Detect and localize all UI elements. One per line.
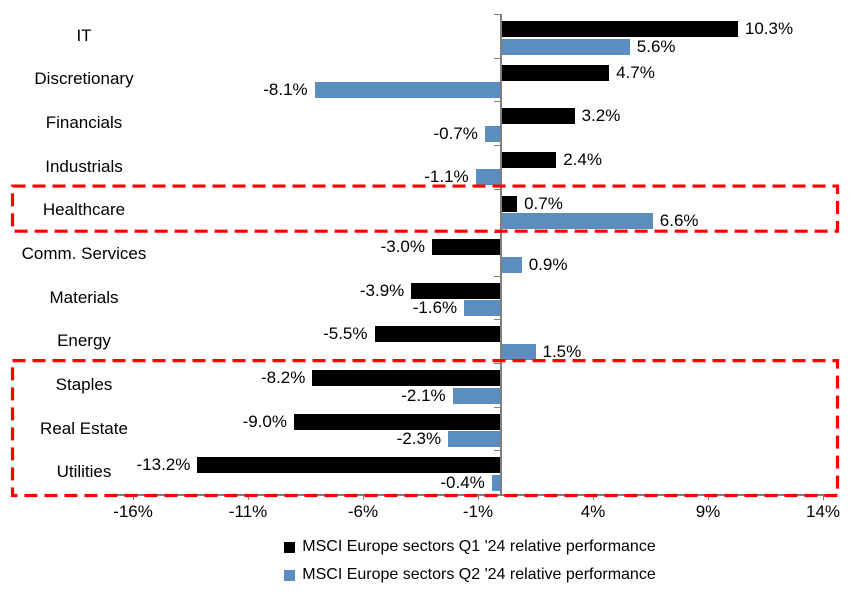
bar-value-label: -8.2% xyxy=(260,368,306,388)
bar-series2-healthcare xyxy=(501,213,653,230)
bar-value-label: 3.2% xyxy=(581,106,621,126)
x-axis-tick xyxy=(708,494,709,500)
bar-series1-discretionary xyxy=(501,64,610,81)
y-axis-tick xyxy=(494,450,502,452)
x-axis-tick xyxy=(363,494,364,500)
bar-value-label: -8.1% xyxy=(263,80,308,100)
bar-series2-financials xyxy=(484,125,501,142)
bar-series2-industrials xyxy=(475,169,501,186)
bar-value-label: 0.7% xyxy=(524,193,563,213)
category-label: Real Estate xyxy=(40,418,128,438)
category-label: Staples xyxy=(55,374,113,394)
category-label: Materials xyxy=(49,287,119,307)
bar-value-label: -2.1% xyxy=(401,385,446,405)
y-axis-tick xyxy=(494,14,502,15)
x-axis-tick-label: 4% xyxy=(580,502,606,521)
x-axis-tick-label: 14% xyxy=(805,502,841,521)
y-axis-tick xyxy=(494,406,502,408)
bar-value-label: -13.2% xyxy=(136,455,191,475)
bar-series1-healthcare xyxy=(501,195,518,212)
legend-label-q2: MSCI Europe sectors Q2 '24 relative perf… xyxy=(302,566,656,583)
bar-series1-materials xyxy=(411,282,501,299)
bar-value-label: 4.7% xyxy=(616,62,655,82)
y-axis-tick xyxy=(494,188,502,190)
bar-series2-discretionary xyxy=(314,82,501,99)
category-label: IT xyxy=(76,25,92,45)
y-axis-tick xyxy=(494,101,502,103)
bar-value-label: -1.1% xyxy=(424,167,469,187)
y-axis-tick xyxy=(494,494,502,495)
bar-value-label: -1.6% xyxy=(412,298,458,318)
x-axis-tick-label: -1% xyxy=(462,502,494,521)
category-label: Comm. Services xyxy=(21,244,147,263)
bar-series1-financials xyxy=(501,108,575,125)
bar-value-label: -0.7% xyxy=(433,123,478,143)
bar-value-label: 1.5% xyxy=(542,341,582,361)
y-axis-tick xyxy=(494,57,502,59)
bar-series2-it xyxy=(501,38,630,55)
bar-series2-materials xyxy=(464,300,501,317)
y-axis-line xyxy=(500,14,502,494)
bar-series1-industrials xyxy=(501,151,557,168)
x-axis-tick-label: 9% xyxy=(695,502,721,521)
bar-value-label: -3.0% xyxy=(380,237,425,257)
bar-series2-real-estate xyxy=(448,431,501,448)
bar-value-label: 6.6% xyxy=(659,211,699,231)
y-axis-tick xyxy=(494,319,502,321)
x-axis-tick xyxy=(133,494,134,500)
x-axis-tick xyxy=(593,494,594,500)
y-axis-tick xyxy=(494,275,502,277)
bar-value-label: -0.4% xyxy=(440,472,485,492)
bar-value-label: -2.3% xyxy=(396,429,442,449)
y-axis-tick xyxy=(494,144,502,146)
bar-value-label: -9.0% xyxy=(242,411,287,431)
category-label: Energy xyxy=(57,331,111,351)
bar-series2-staples xyxy=(452,387,501,404)
bar-value-label: 5.6% xyxy=(636,36,676,56)
bar-series1-staples xyxy=(312,370,501,387)
category-label: Industrials xyxy=(45,156,123,176)
bar-series1-energy xyxy=(374,326,501,343)
bar-value-label: -3.9% xyxy=(359,280,405,300)
x-axis-tick xyxy=(823,494,824,500)
x-axis-tick xyxy=(248,494,249,500)
x-axis-line xyxy=(110,494,836,496)
category-label: Financials xyxy=(45,113,123,133)
x-axis-tick-label: -6% xyxy=(347,502,379,521)
bar-series1-real-estate xyxy=(294,413,501,430)
bar-series1-it xyxy=(501,21,738,37)
bar-value-label: 0.9% xyxy=(528,254,568,274)
bar-value-label: 10.3% xyxy=(744,19,794,38)
bar-value-label: -5.5% xyxy=(323,324,368,344)
bar-series1-utilities xyxy=(197,457,501,474)
y-axis-tick xyxy=(494,232,502,234)
bar-series2-comm-services xyxy=(501,256,522,273)
x-axis-tick-label: -11% xyxy=(228,502,268,521)
legend-label-q1: MSCI Europe sectors Q1 '24 relative perf… xyxy=(302,538,656,555)
category-label: Healthcare xyxy=(42,200,126,220)
x-axis-tick-label: -16% xyxy=(113,502,153,521)
y-axis-tick xyxy=(494,363,502,365)
bar-value-label: 2.4% xyxy=(563,149,602,169)
legend: MSCI Europe sectors Q1 '24 relative perf… xyxy=(88,533,852,589)
bar-series2-energy xyxy=(501,343,536,360)
bar-series1-comm-services xyxy=(432,239,501,256)
q1-legend-swatch-icon xyxy=(284,541,296,553)
q2-legend-swatch-icon xyxy=(284,569,296,581)
legend-item-q1: MSCI Europe sectors Q1 '24 relative perf… xyxy=(88,533,852,561)
category-label: Discretionary xyxy=(34,69,134,89)
x-axis-tick xyxy=(478,494,479,500)
legend-item-q2: MSCI Europe sectors Q2 '24 relative perf… xyxy=(88,561,852,589)
